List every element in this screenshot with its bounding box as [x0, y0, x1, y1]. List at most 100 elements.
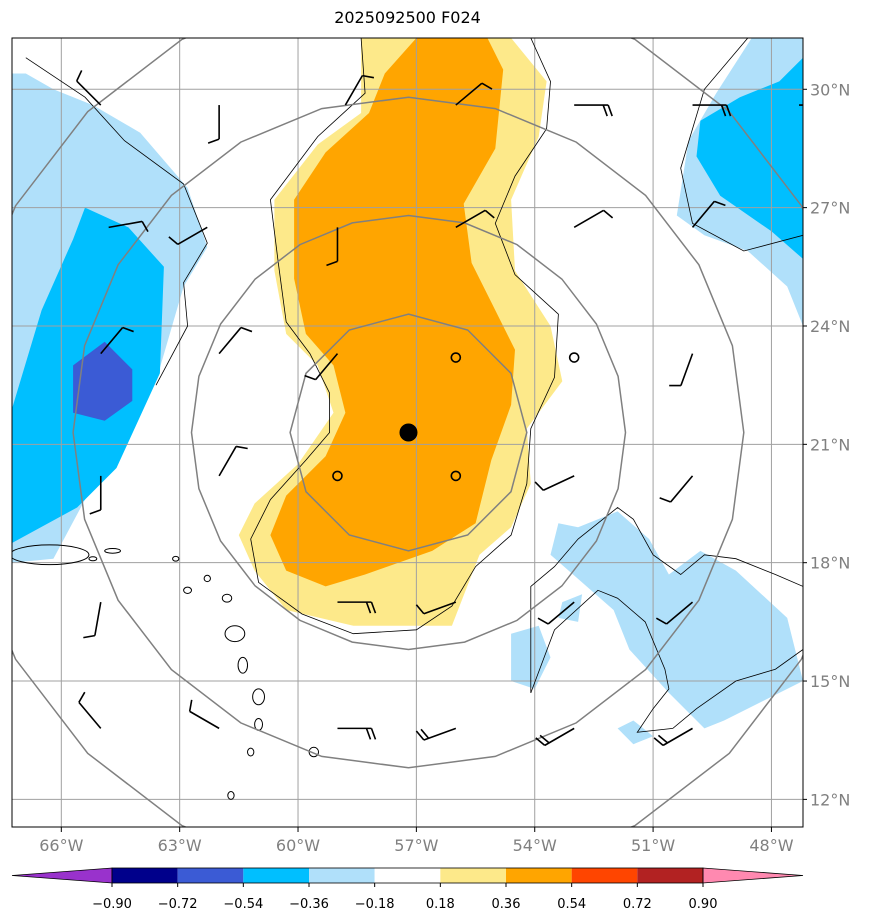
- wind-barb: [337, 601, 377, 614]
- barb-staff: [344, 75, 364, 106]
- wind-barb: [653, 727, 693, 747]
- colorbar-label: 0.72: [623, 897, 652, 912]
- plot-frame: [11, 37, 804, 828]
- wind-barb: [337, 727, 377, 740]
- barb-flag: [539, 734, 550, 744]
- wind-barb: [344, 74, 375, 106]
- barb-flag: [75, 70, 83, 82]
- center-marker-layer: [399, 423, 418, 442]
- island-outline: [227, 790, 235, 800]
- range-ring: [190, 214, 627, 651]
- wind-barb: [415, 727, 457, 741]
- y-tick-label: 30°N: [810, 80, 850, 99]
- colorbar-segment: [177, 868, 244, 883]
- barb-flag: [535, 737, 546, 746]
- island-outline: [224, 625, 246, 643]
- colorbar-label: 0.18: [426, 897, 455, 912]
- x-tick-label: 48°W: [749, 836, 793, 855]
- field-polygon: [73, 341, 133, 421]
- island-outline: [308, 746, 320, 758]
- colorbar-segment: [112, 868, 178, 883]
- barb-flag: [362, 74, 375, 79]
- wind-barb: [218, 326, 253, 355]
- barb-flag: [534, 481, 544, 491]
- barb-flag: [83, 634, 96, 639]
- x-tick-label: 54°W: [513, 836, 557, 855]
- barb-staff: [94, 601, 102, 636]
- barb-staff: [543, 475, 575, 491]
- wind-barb: [655, 601, 694, 625]
- colorbar-label: 0.54: [557, 897, 586, 912]
- wind-barb: [415, 601, 457, 615]
- wind-barb: [78, 691, 102, 729]
- x-tick-label: 51°W: [631, 836, 675, 855]
- wind-barb: [218, 445, 248, 477]
- colorbar-segment: [637, 868, 703, 883]
- barb-flag: [420, 728, 430, 739]
- wind-barb: [669, 353, 694, 387]
- wind-barb: [537, 601, 575, 625]
- colorbar-segment: [506, 868, 572, 883]
- barb-staff: [100, 327, 124, 355]
- barb-staff: [423, 727, 457, 741]
- barb-staff: [108, 220, 143, 229]
- wind-barb: [692, 104, 732, 117]
- barb-flag: [141, 221, 149, 232]
- calm-wind-circle: [568, 352, 580, 363]
- wind-barb: [304, 353, 339, 381]
- barb-flag: [365, 728, 372, 740]
- barb-flag: [481, 82, 493, 90]
- colorbar-segment: [374, 868, 441, 883]
- colorbar-label: 0.90: [689, 897, 718, 912]
- wind-barb: [691, 200, 726, 228]
- y-tick-label: 21°N: [810, 435, 850, 454]
- wind-barb: [326, 227, 339, 267]
- wind-barb: [455, 209, 495, 229]
- barb-flag: [607, 104, 613, 117]
- calm-wind-circle: [450, 352, 462, 363]
- colorbar-label: −0.90: [92, 897, 132, 912]
- barb-flag: [657, 734, 668, 744]
- barb-flag: [415, 604, 425, 615]
- barb-staff: [177, 226, 208, 246]
- barb-flag: [365, 601, 372, 614]
- island-outline: [183, 586, 193, 594]
- field-polygon: [270, 38, 515, 587]
- colorbar-label: 0.36: [492, 897, 521, 912]
- wind-barb: [534, 475, 575, 491]
- wind-barb: [89, 475, 102, 515]
- barb-staff: [665, 601, 694, 625]
- x-axis-ticks: 66°W 63°W 60°W 57°W 54°W 51°W 48°W: [39, 827, 794, 855]
- x-tick-label: 60°W: [276, 836, 320, 855]
- x-tick-label: 57°W: [394, 836, 438, 855]
- island-outline: [252, 688, 265, 706]
- barb-flag: [714, 200, 726, 207]
- calm-wind-circle: [450, 470, 462, 482]
- y-tick-label: 12°N: [810, 790, 850, 809]
- colorbar-segment: [309, 868, 375, 883]
- wind-barb: [75, 70, 102, 106]
- colorbar: −0.90 −0.72 −0.54 −0.36 −0.18 0.18 0.36 0.54 0.7…: [11, 867, 804, 912]
- island-outline: [221, 593, 233, 603]
- colorbar-segment: [243, 868, 309, 883]
- barb-flag: [370, 601, 377, 614]
- island-outline: [247, 747, 255, 757]
- coastline: [530, 506, 803, 693]
- barb-staff: [76, 80, 102, 106]
- shaded-fields: [12, 38, 803, 745]
- island-outline: [88, 556, 98, 562]
- colorbar-label: −0.36: [289, 897, 329, 912]
- island-outline: [12, 544, 90, 566]
- coastline: [250, 38, 559, 635]
- colorbar-extend-low: [11, 867, 113, 884]
- barb-flag: [602, 104, 608, 117]
- y-tick-label: 18°N: [810, 554, 850, 573]
- barb-staff: [662, 727, 693, 747]
- barb-staff: [544, 727, 575, 747]
- x-tick-label: 63°W: [158, 836, 202, 855]
- barb-flag: [653, 737, 664, 746]
- wind-barb: [100, 326, 134, 355]
- barb-flag: [168, 236, 179, 245]
- barb-staff: [691, 200, 716, 228]
